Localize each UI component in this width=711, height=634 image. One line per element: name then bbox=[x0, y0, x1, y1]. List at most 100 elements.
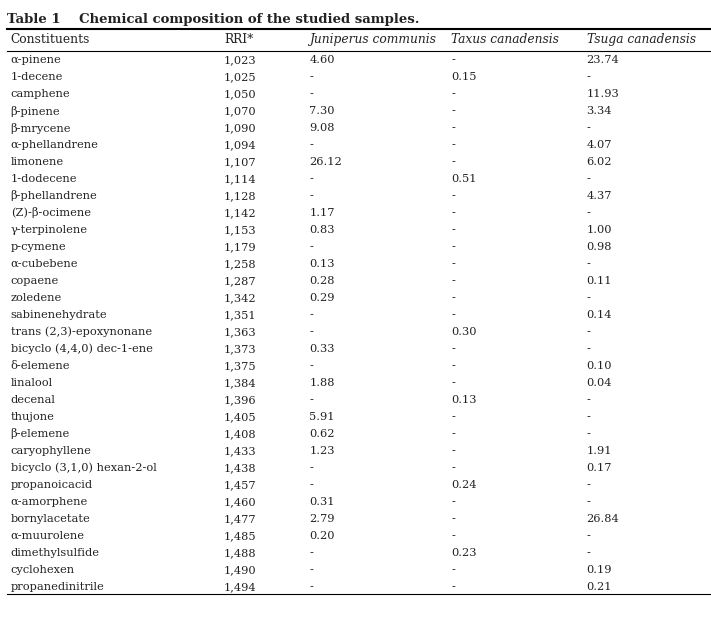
Text: -: - bbox=[587, 480, 590, 490]
Text: 1,090: 1,090 bbox=[224, 123, 257, 133]
Text: -: - bbox=[587, 412, 590, 422]
Text: 1,070: 1,070 bbox=[224, 106, 257, 116]
Text: 0.29: 0.29 bbox=[309, 293, 335, 303]
Text: 1,142: 1,142 bbox=[224, 208, 257, 218]
Text: -: - bbox=[451, 106, 455, 116]
Text: -: - bbox=[587, 531, 590, 541]
Text: 0.04: 0.04 bbox=[587, 378, 612, 388]
Text: RRI*: RRI* bbox=[224, 33, 253, 46]
Text: α-pinene: α-pinene bbox=[11, 55, 61, 65]
Text: thujone: thujone bbox=[11, 412, 55, 422]
Text: 1,342: 1,342 bbox=[224, 293, 257, 303]
Text: -: - bbox=[451, 361, 455, 371]
Text: 0.14: 0.14 bbox=[587, 310, 612, 320]
Text: -: - bbox=[451, 242, 455, 252]
Text: α-cubebene: α-cubebene bbox=[11, 259, 78, 269]
Text: -: - bbox=[451, 531, 455, 541]
Text: 1,488: 1,488 bbox=[224, 548, 257, 558]
Text: 1-decene: 1-decene bbox=[11, 72, 63, 82]
Text: 3.34: 3.34 bbox=[587, 106, 612, 116]
Text: -: - bbox=[587, 548, 590, 558]
Text: dimethylsulfide: dimethylsulfide bbox=[11, 548, 100, 558]
Text: 1,023: 1,023 bbox=[224, 55, 257, 65]
Text: 1,375: 1,375 bbox=[224, 361, 257, 371]
Text: 1.17: 1.17 bbox=[309, 208, 335, 218]
Text: (Z)-β-ocimene: (Z)-β-ocimene bbox=[11, 207, 91, 219]
Text: 0.24: 0.24 bbox=[451, 480, 477, 490]
Text: 1,025: 1,025 bbox=[224, 72, 257, 82]
Text: 0.30: 0.30 bbox=[451, 327, 477, 337]
Text: β-mrycene: β-mrycene bbox=[11, 122, 71, 134]
Text: copaene: copaene bbox=[11, 276, 59, 286]
Text: -: - bbox=[587, 395, 590, 405]
Text: -: - bbox=[587, 208, 590, 218]
Text: -: - bbox=[451, 344, 455, 354]
Text: -: - bbox=[309, 327, 313, 337]
Text: -: - bbox=[587, 123, 590, 133]
Text: Tsuga canadensis: Tsuga canadensis bbox=[587, 33, 695, 46]
Text: 1.00: 1.00 bbox=[587, 225, 612, 235]
Text: 26.84: 26.84 bbox=[587, 514, 619, 524]
Text: -: - bbox=[451, 293, 455, 303]
Text: 0.17: 0.17 bbox=[587, 463, 612, 473]
Text: 1,477: 1,477 bbox=[224, 514, 257, 524]
Text: -: - bbox=[309, 72, 313, 82]
Text: 1,094: 1,094 bbox=[224, 140, 257, 150]
Text: 0.28: 0.28 bbox=[309, 276, 335, 286]
Text: Table 1    Chemical composition of the studied samples.: Table 1 Chemical composition of the stud… bbox=[7, 13, 419, 26]
Text: Constituents: Constituents bbox=[11, 33, 90, 46]
Text: propanedinitrile: propanedinitrile bbox=[11, 582, 105, 592]
Text: β-elemene: β-elemene bbox=[11, 429, 70, 439]
Text: Juniperus communis: Juniperus communis bbox=[309, 33, 436, 46]
Text: 1,485: 1,485 bbox=[224, 531, 257, 541]
Text: -: - bbox=[451, 378, 455, 388]
Text: -: - bbox=[309, 191, 313, 201]
Text: -: - bbox=[451, 225, 455, 235]
Text: -: - bbox=[309, 174, 313, 184]
Text: camphene: camphene bbox=[11, 89, 70, 99]
Text: sabinenehydrate: sabinenehydrate bbox=[11, 310, 107, 320]
Text: -: - bbox=[451, 514, 455, 524]
Text: 0.20: 0.20 bbox=[309, 531, 335, 541]
Text: α-phellandrene: α-phellandrene bbox=[11, 140, 99, 150]
Text: 1,490: 1,490 bbox=[224, 565, 257, 575]
Text: -: - bbox=[587, 293, 590, 303]
Text: -: - bbox=[451, 208, 455, 218]
Text: -: - bbox=[451, 565, 455, 575]
Text: 6.02: 6.02 bbox=[587, 157, 612, 167]
Text: 1.23: 1.23 bbox=[309, 446, 335, 456]
Text: 1,457: 1,457 bbox=[224, 480, 257, 490]
Text: 4.60: 4.60 bbox=[309, 55, 335, 65]
Text: -: - bbox=[451, 89, 455, 99]
Text: -: - bbox=[309, 395, 313, 405]
Text: 1.88: 1.88 bbox=[309, 378, 335, 388]
Text: 1.91: 1.91 bbox=[587, 446, 612, 456]
Text: cyclohexen: cyclohexen bbox=[11, 565, 75, 575]
Text: 0.51: 0.51 bbox=[451, 174, 477, 184]
Text: bicyclo (3,1,0) hexan-2-ol: bicyclo (3,1,0) hexan-2-ol bbox=[11, 463, 156, 473]
Text: caryophyllene: caryophyllene bbox=[11, 446, 92, 456]
Text: decenal: decenal bbox=[11, 395, 55, 405]
Text: -: - bbox=[309, 242, 313, 252]
Text: -: - bbox=[451, 140, 455, 150]
Text: 1,396: 1,396 bbox=[224, 395, 257, 405]
Text: 0.10: 0.10 bbox=[587, 361, 612, 371]
Text: 0.21: 0.21 bbox=[587, 582, 612, 592]
Text: 1,405: 1,405 bbox=[224, 412, 257, 422]
Text: 0.19: 0.19 bbox=[587, 565, 612, 575]
Text: bornylacetate: bornylacetate bbox=[11, 514, 90, 524]
Text: 1,408: 1,408 bbox=[224, 429, 257, 439]
Text: 1,107: 1,107 bbox=[224, 157, 257, 167]
Text: 5.91: 5.91 bbox=[309, 412, 335, 422]
Text: 11.93: 11.93 bbox=[587, 89, 619, 99]
Text: 2.79: 2.79 bbox=[309, 514, 335, 524]
Text: α-amorphene: α-amorphene bbox=[11, 497, 88, 507]
Text: -: - bbox=[451, 582, 455, 592]
Text: propanoicacid: propanoicacid bbox=[11, 480, 93, 490]
Text: 1,460: 1,460 bbox=[224, 497, 257, 507]
Text: 23.74: 23.74 bbox=[587, 55, 619, 65]
Text: 1,287: 1,287 bbox=[224, 276, 257, 286]
Text: -: - bbox=[587, 327, 590, 337]
Text: 1,128: 1,128 bbox=[224, 191, 257, 201]
Text: -: - bbox=[587, 497, 590, 507]
